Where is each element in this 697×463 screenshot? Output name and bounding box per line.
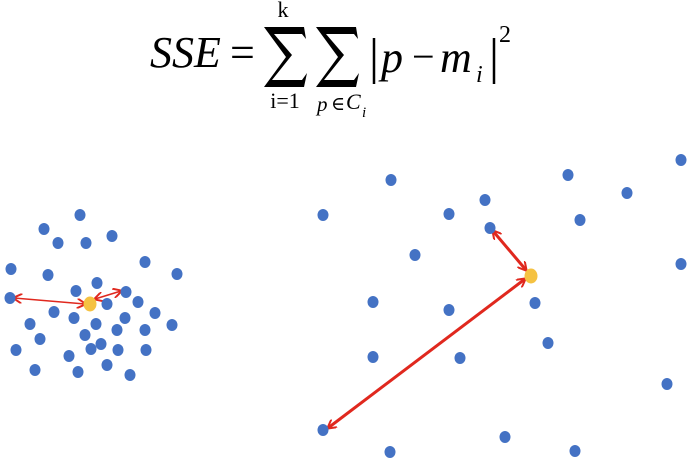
data-point (72, 366, 84, 378)
data-point (384, 446, 396, 458)
data-point (101, 298, 113, 310)
data-point (443, 304, 455, 316)
data-point (149, 307, 161, 319)
data-point (38, 223, 50, 235)
sum2-lower-in: ∈ (331, 94, 345, 115)
formula-equals: = (230, 28, 255, 77)
data-point (569, 445, 581, 457)
data-point (443, 208, 455, 220)
data-point (111, 324, 123, 336)
cluster-points (4, 154, 687, 458)
data-point (70, 285, 82, 297)
data-point (171, 268, 183, 280)
data-point (101, 359, 113, 371)
formula-lhs: SSE (150, 28, 221, 77)
data-point (79, 329, 91, 341)
data-point (675, 258, 687, 270)
arrow-right-cluster-near (493, 231, 526, 270)
abs-m: m (440, 33, 472, 82)
data-point (139, 324, 151, 336)
data-point (317, 209, 329, 221)
data-point (562, 169, 574, 181)
data-point (675, 154, 687, 166)
data-point (479, 194, 491, 206)
arrow-left-cluster-near (95, 291, 121, 299)
data-point (385, 174, 397, 186)
data-point (542, 337, 554, 349)
exponent: 2 (499, 22, 511, 48)
distance-arrows (14, 231, 526, 428)
centroid-point (83, 296, 97, 312)
data-point (112, 344, 124, 356)
sse-formula: SSE = k i=1 p ∈ C i p − m i 2 (150, 0, 511, 121)
abs-p: p (378, 33, 403, 82)
abs-minus: − (412, 34, 435, 79)
data-point (80, 237, 92, 249)
sum2-lower-i: i (362, 105, 366, 121)
data-point (5, 263, 17, 275)
data-point (91, 277, 103, 289)
sum2-lower-C: C (346, 89, 361, 114)
data-point (4, 292, 16, 304)
data-point (367, 351, 379, 363)
sum1-upper: k (278, 0, 289, 22)
data-point (139, 256, 151, 268)
data-point (409, 249, 421, 261)
data-point (132, 296, 144, 308)
data-point (166, 319, 178, 331)
abs-m-sub: i (476, 62, 483, 88)
tight-cluster (4, 209, 183, 381)
data-point (574, 214, 586, 226)
data-point (42, 269, 54, 281)
data-point (367, 296, 379, 308)
sum1-sigma (264, 27, 307, 87)
data-point (119, 312, 131, 324)
data-point (120, 286, 132, 298)
data-point (29, 364, 41, 376)
data-point (499, 431, 511, 443)
data-point (10, 344, 22, 356)
sum2-sigma (316, 27, 359, 87)
arrow-left-cluster-far (14, 298, 85, 304)
data-point (63, 350, 75, 362)
data-point (484, 222, 496, 234)
data-point (85, 343, 97, 355)
data-point (95, 338, 107, 350)
data-point (661, 378, 673, 390)
data-point (74, 209, 86, 221)
data-point (48, 306, 60, 318)
data-point (124, 369, 136, 381)
data-point (106, 230, 118, 242)
loose-cluster (317, 154, 687, 458)
sum1-lower: i=1 (270, 88, 300, 113)
data-point (52, 237, 64, 249)
arrow-right-cluster-far (328, 279, 525, 428)
data-point (317, 424, 329, 436)
data-point (529, 297, 541, 309)
data-point (454, 352, 466, 364)
data-point (140, 344, 152, 356)
data-point (68, 312, 80, 324)
data-point (90, 318, 102, 330)
centroid-point (524, 268, 538, 284)
sum2-lower-p: p (315, 92, 328, 116)
data-point (34, 333, 46, 345)
data-point (24, 318, 36, 330)
data-point (621, 187, 633, 199)
